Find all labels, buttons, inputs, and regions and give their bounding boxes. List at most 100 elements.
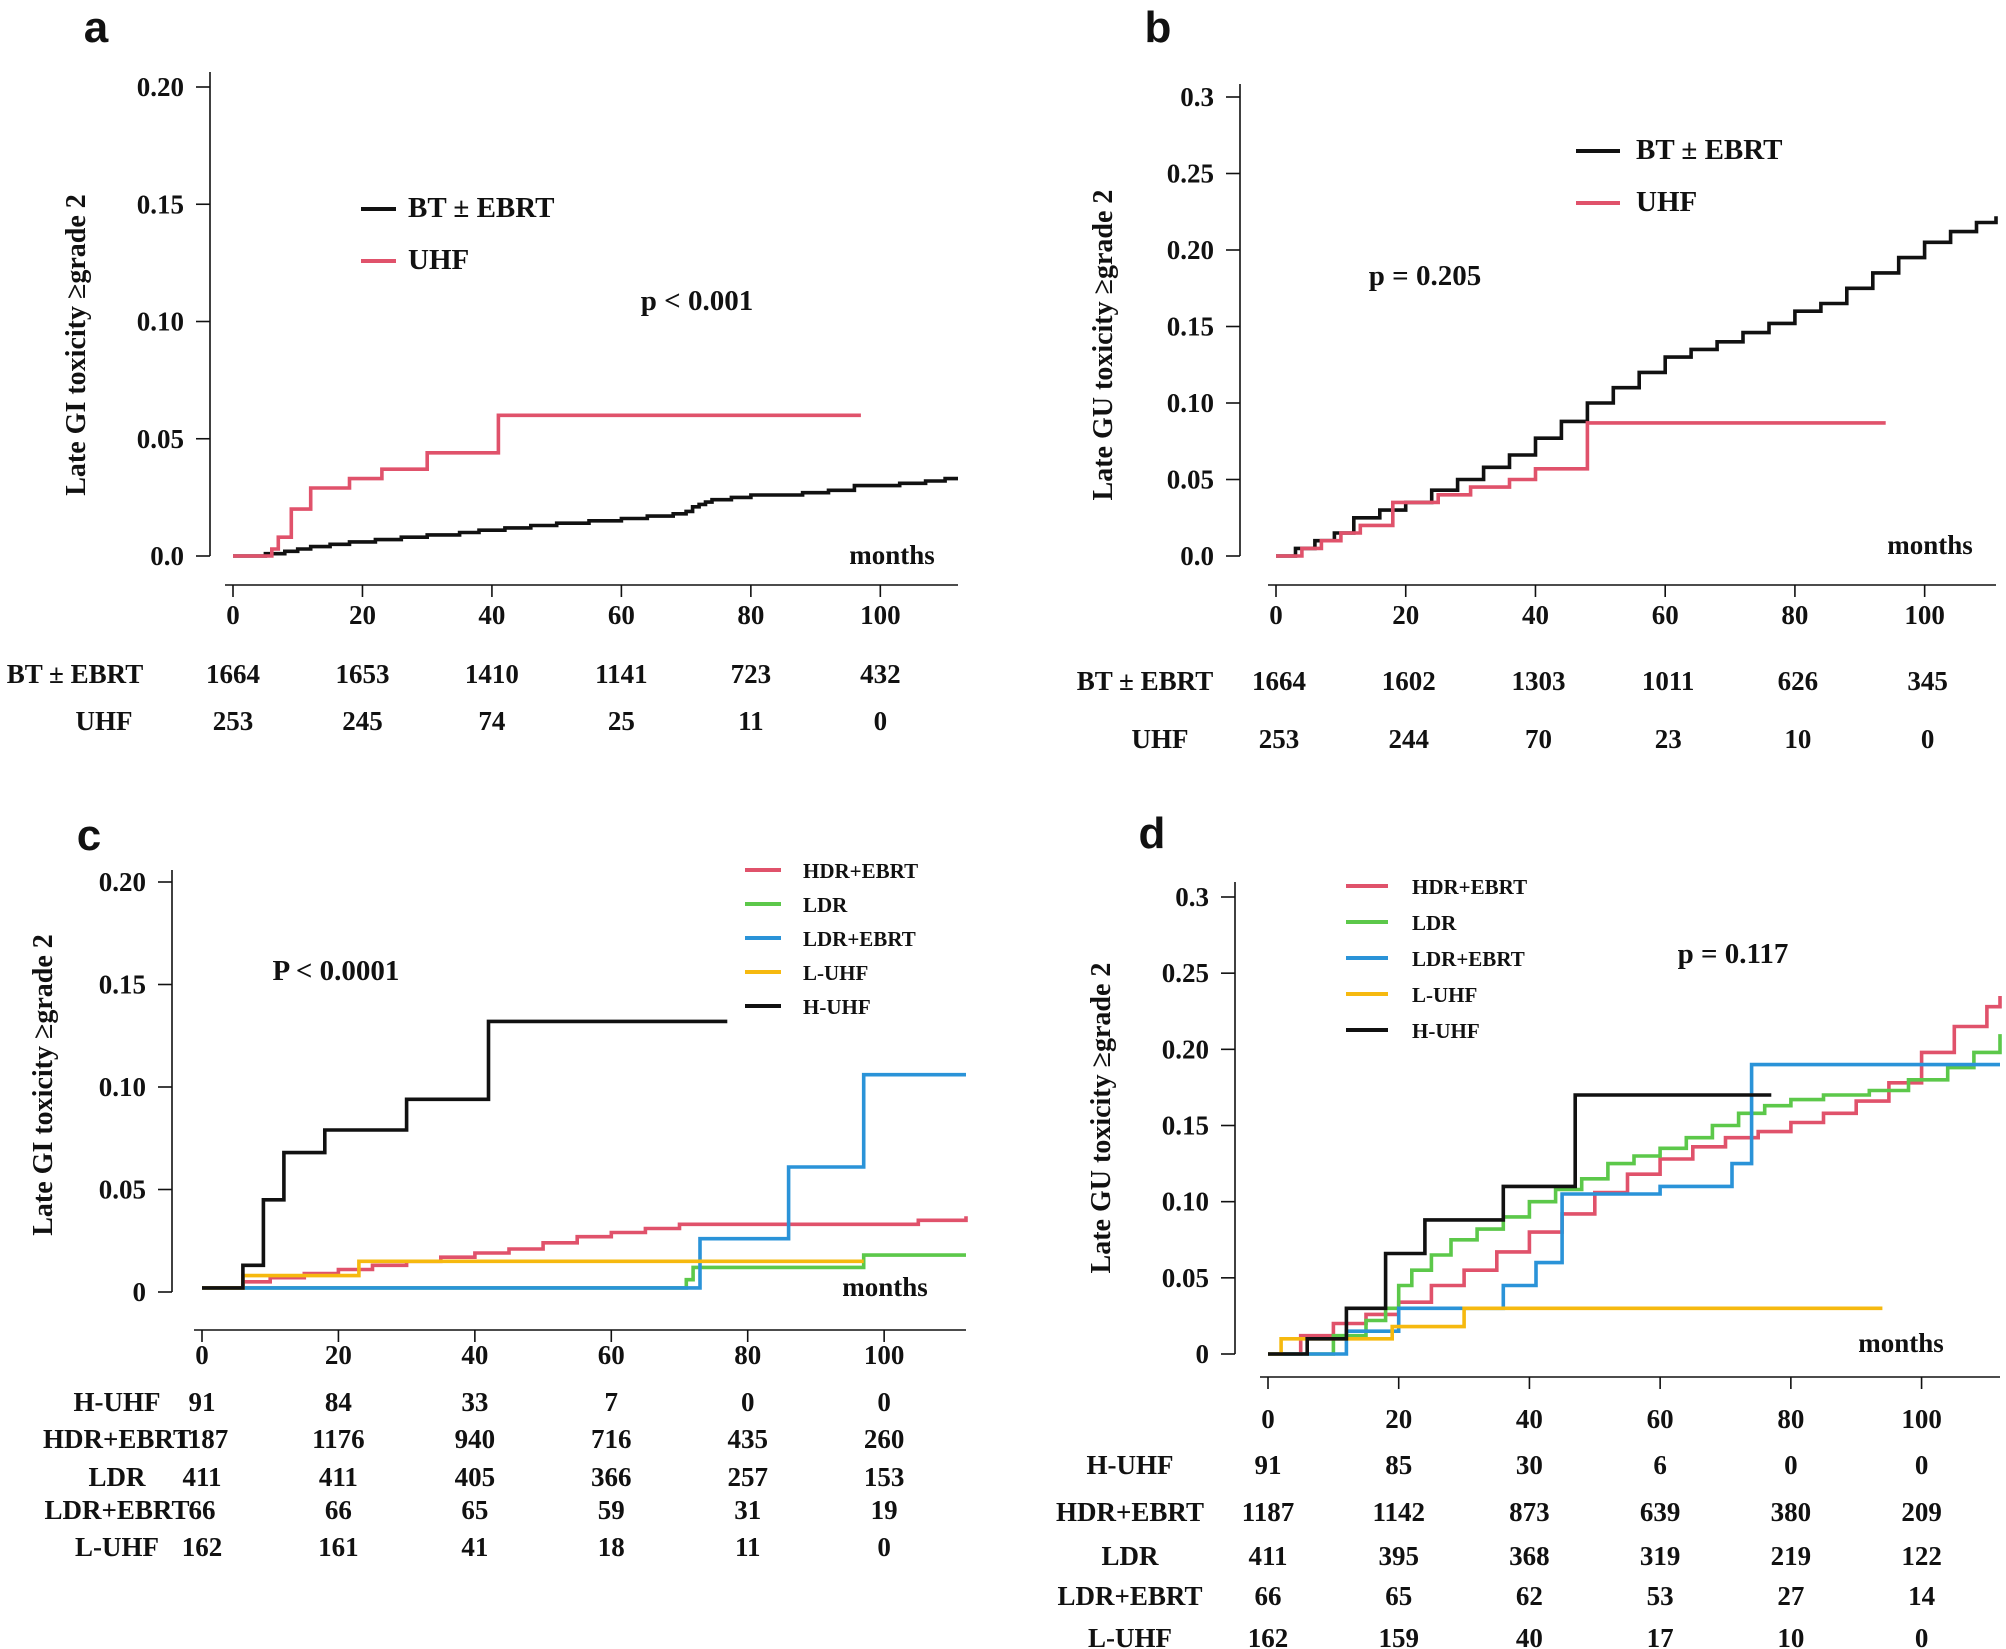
risk-value: 1141 [595,659,648,689]
panel-letter: a [84,3,109,52]
legend: BT ± EBRT UHF [361,192,555,276]
risk-row-label: BT ± EBRT [7,659,143,689]
risk-row-label: HDR+EBRT [1056,1497,1204,1527]
risk-value: 411 [319,1462,358,1492]
risk-value: 91 [189,1387,216,1417]
risk-row-label: H-UHF [1087,1450,1174,1480]
x-tick-label: 100 [864,1340,905,1370]
risk-value: 873 [1509,1497,1550,1527]
y-tick-label: 0.20 [1162,1034,1209,1064]
x-tick-label: 0 [226,600,240,630]
y-tick-label: 0.10 [1162,1187,1209,1217]
risk-value: 368 [1509,1541,1550,1571]
x-tick-label: 40 [478,600,505,630]
risk-value: 7 [605,1387,619,1417]
risk-row-label: BT ± EBRT [1077,666,1213,696]
panel-c: c 0 0.05 0.10 0.15 0.20 0 20 40 60 80 100 Late GI to… [28,811,968,1562]
risk-value: 19 [871,1495,898,1525]
legend-label: HDR+EBRT [1412,875,1527,899]
risk-value: 1602 [1382,666,1436,696]
risk-row-label: L-UHF [1088,1623,1172,1649]
risk-value: 1653 [335,659,389,689]
risk-value: 0 [874,706,888,736]
legend: BT ± EBRT UHF [1576,134,1783,218]
x-tick-label: 20 [325,1340,352,1370]
risk-value: 0 [741,1387,755,1417]
risk-value: 716 [591,1424,632,1454]
panel-a: a 0.0 0.05 0.10 0.15 0.20 0 20 40 60 80 100 Late GI … [7,3,958,736]
y-tick-label: 0.05 [1167,465,1214,495]
risk-value: 723 [731,659,772,689]
x-tick-label: 40 [1522,600,1549,630]
series-line-l-uhf [1268,1306,1883,1356]
risk-value: 41 [461,1532,488,1562]
risk-value: 253 [213,706,254,736]
risk-value: 25 [608,706,635,736]
x-tick-label: 100 [1901,1404,1942,1434]
legend: HDR+EBRT LDR LDR+EBRT L-UHF H-UHF [745,859,918,1019]
y-tick-label: 0.05 [99,1175,146,1205]
risk-value: 0 [1784,1450,1798,1480]
p-value: p = 0.205 [1369,260,1481,292]
x-tick-label: 20 [349,600,376,630]
risk-value: 257 [727,1462,768,1492]
x-tick-label: 0 [195,1340,209,1370]
legend-label: LDR [803,893,848,917]
risk-value: 40 [1516,1623,1543,1649]
panel-letter: c [77,811,101,860]
x-tick-label: 60 [1647,1404,1674,1434]
risk-value: 31 [734,1495,761,1525]
series-line-bt-ebrt [1276,216,1998,558]
risk-table: BT ± EBRT 1664 1653 1410 1141 723 432 UHF 253 245… [7,659,901,736]
series-line-ldr-ebrt [1268,1062,2000,1356]
risk-value: 395 [1378,1541,1419,1571]
risk-value: 10 [1784,724,1811,754]
y-tick-label: 0.25 [1162,958,1209,988]
series-line-h-uhf [1268,1093,1772,1356]
y-tick-label: 0.3 [1180,82,1214,112]
y-axis-label: Late GI toxicity ≥grade 2 [61,194,92,496]
risk-value: 18 [598,1532,625,1562]
y-tick-label: 0.10 [137,307,184,337]
risk-value: 1011 [1642,666,1695,696]
risk-row-label: H-UHF [74,1387,161,1417]
legend-label: H-UHF [1412,1019,1480,1043]
risk-value: 1142 [1372,1497,1425,1527]
risk-value: 366 [591,1462,632,1492]
y-tick-label: 0.05 [1162,1263,1209,1293]
risk-value: 0 [877,1387,891,1417]
risk-value: 30 [1516,1450,1543,1480]
risk-value: 1187 [1242,1497,1295,1527]
panel-letter: b [1145,3,1172,52]
risk-value: 0 [1921,724,1935,754]
panel-d: d00.050.100.150.200.250.30 20 40 60 80 100Lat… [1056,809,2002,1649]
risk-value: 23 [1655,724,1682,754]
risk-value: 162 [182,1532,223,1562]
risk-value: 405 [455,1462,496,1492]
y-tick-label: 0.0 [150,541,184,571]
y-tick-label: 0.20 [1167,235,1214,265]
risk-value: 153 [864,1462,905,1492]
risk-value: 33 [461,1387,488,1417]
risk-value: 626 [1778,666,1819,696]
p-value: p = 0.117 [1678,938,1789,970]
x-tick-label: 20 [1385,1404,1412,1434]
risk-value: 940 [455,1424,496,1454]
risk-value: 1664 [206,659,260,689]
y-axis-label: Late GU toxicity ≥grade 2 [1088,190,1119,501]
risk-value: 65 [461,1495,488,1525]
risk-value: 435 [727,1424,768,1454]
risk-value: 66 [189,1495,216,1525]
x-axis-label: months [1887,530,1973,560]
risk-value: 14 [1908,1581,1935,1611]
y-tick-label: 0.3 [1175,882,1209,912]
y-tick-label: 0.25 [1167,159,1214,189]
x-tick-label: 0 [1269,600,1283,630]
risk-value: 70 [1525,724,1552,754]
series-line-h-uhf [202,1019,728,1290]
legend-label: LDR [1412,911,1457,935]
legend-label: LDR+EBRT [803,927,916,951]
risk-value: 411 [1248,1541,1287,1571]
risk-row-label: LDR+EBRT [45,1495,190,1525]
